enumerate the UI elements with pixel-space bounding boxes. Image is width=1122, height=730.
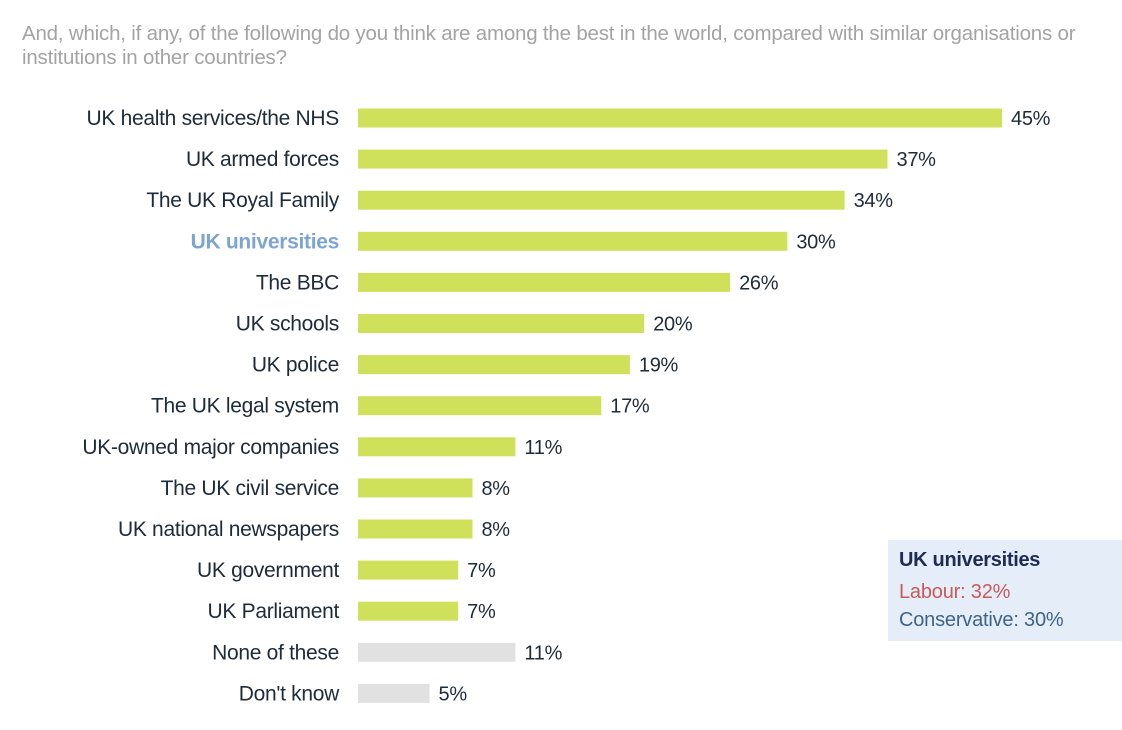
bar-the-uk-civil-service (358, 478, 473, 498)
bar-none-of-these (358, 642, 516, 662)
category-label-the-uk-royal-family: The UK Royal Family (146, 189, 339, 212)
bar-uk-parliament (358, 601, 459, 621)
category-label-uk-universities: UK universities (191, 230, 339, 253)
category-label-uk-owned-major-companies: UK-owned major companies (82, 436, 339, 459)
value-label-the-uk-civil-service: 8% (481, 478, 510, 500)
value-label-uk-police: 19% (639, 355, 679, 377)
callout-title: UK universities (899, 549, 1041, 571)
bar-uk-government (358, 560, 459, 580)
bar-the-bbc (358, 272, 731, 292)
value-label-uk-government: 7% (467, 560, 496, 582)
universities-callout: UK universities Labour: 32% Conservative… (888, 540, 1122, 641)
category-label-don-t-know: Don't know (239, 682, 340, 705)
value-label-uk-national-newspapers: 8% (481, 519, 510, 541)
category-label-uk-government: UK government (197, 559, 339, 582)
category-label-uk-health-services-the-nhs: UK health services/the NHS (87, 107, 340, 130)
category-label-uk-national-newspapers: UK national newspapers (118, 518, 339, 541)
bar-the-uk-legal-system (358, 396, 602, 416)
category-label-uk-schools: UK schools (236, 313, 339, 336)
bar-uk-police (358, 355, 630, 375)
value-label-uk-universities: 30% (796, 231, 836, 253)
category-label-uk-police: UK police (252, 354, 339, 377)
bar-don-t-know (358, 683, 430, 703)
callout-labour-value: Labour: 32% (899, 581, 1011, 603)
category-label-the-uk-civil-service: The UK civil service (161, 477, 339, 500)
value-label-uk-schools: 20% (653, 314, 693, 336)
category-label-none-of-these: None of these (212, 641, 339, 664)
category-label-uk-parliament: UK Parliament (208, 600, 340, 623)
value-label-the-uk-royal-family: 34% (854, 190, 894, 212)
value-label-uk-health-services-the-nhs: 45% (1011, 108, 1051, 130)
bar-uk-health-services-the-nhs (358, 108, 1002, 128)
value-label-uk-parliament: 7% (467, 601, 496, 623)
value-label-the-bbc: 26% (739, 272, 779, 294)
category-label-the-uk-legal-system: The UK legal system (151, 395, 339, 418)
value-label-don-t-know: 5% (439, 683, 468, 705)
category-label-the-bbc: The BBC (256, 271, 339, 294)
bar-uk-universities (358, 231, 788, 251)
bar-uk-owned-major-companies (358, 437, 516, 457)
bar-the-uk-royal-family (358, 190, 845, 210)
value-label-uk-armed-forces: 37% (897, 149, 937, 171)
bar-uk-schools (358, 314, 645, 333)
question-title: And, which, if any, of the following do … (22, 22, 1076, 69)
callout-conservative-value: Conservative: 30% (899, 609, 1064, 631)
bar-uk-national-newspapers (358, 519, 473, 539)
value-label-none-of-these: 11% (524, 642, 562, 664)
category-label-uk-armed-forces: UK armed forces (186, 148, 339, 171)
bar-uk-armed-forces (358, 149, 888, 169)
value-label-the-uk-legal-system: 17% (610, 396, 650, 418)
value-label-uk-owned-major-companies: 11% (524, 437, 562, 459)
